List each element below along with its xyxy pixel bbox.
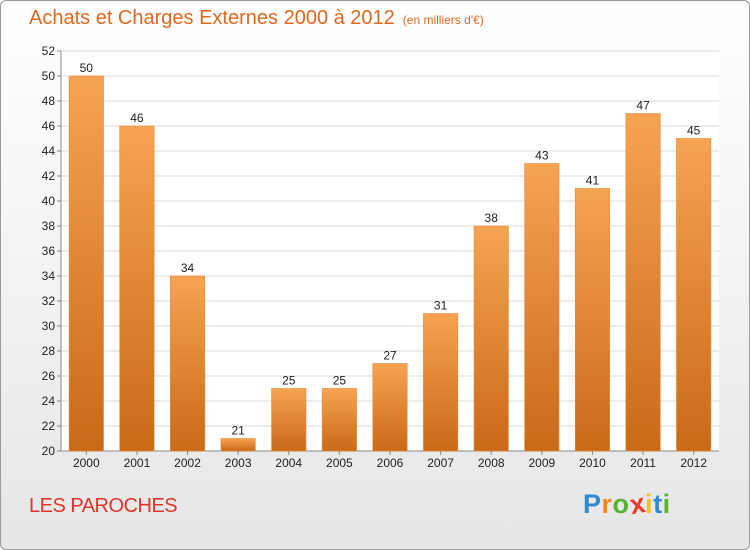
y-tick-label: 38 — [42, 219, 56, 233]
y-tick-label: 42 — [42, 169, 56, 183]
data-label: 25 — [333, 374, 347, 388]
data-label: 41 — [586, 174, 600, 188]
bar — [625, 113, 661, 452]
x-tick-label: 2004 — [275, 456, 302, 470]
y-tick-label: 48 — [42, 94, 56, 108]
data-label: 43 — [535, 149, 549, 163]
x-tick-label: 2012 — [680, 456, 707, 470]
data-label: 38 — [485, 211, 499, 225]
data-label: 50 — [80, 61, 94, 75]
data-label: 45 — [687, 124, 701, 138]
data-label: 25 — [282, 374, 296, 388]
x-tick-label: 2001 — [124, 456, 151, 470]
proxiti-logo: Proxiti — [583, 488, 671, 520]
y-tick-label: 26 — [42, 369, 56, 383]
x-tick-label: 2005 — [326, 456, 353, 470]
y-tick-label: 30 — [42, 319, 56, 333]
bar — [574, 188, 610, 452]
data-label: 21 — [231, 424, 245, 438]
bar — [423, 313, 459, 452]
logo-letter: t — [653, 489, 663, 519]
y-tick-label: 44 — [42, 144, 56, 158]
x-tick-label: 2011 — [630, 456, 656, 470]
data-label: 46 — [130, 111, 144, 125]
x-tick-label: 2008 — [478, 456, 505, 470]
bar — [170, 275, 206, 452]
x-tick-label: 2003 — [225, 456, 252, 470]
bar — [119, 125, 155, 452]
y-tick-label: 40 — [42, 194, 56, 208]
y-tick-label: 50 — [42, 69, 56, 83]
bar — [372, 363, 408, 452]
y-tick-label: 46 — [42, 119, 56, 133]
data-label: 27 — [383, 349, 397, 363]
y-tick-label: 32 — [42, 294, 56, 308]
bar — [524, 163, 560, 452]
logo-letter: i — [662, 489, 671, 519]
y-tick-label: 24 — [42, 394, 56, 408]
bar — [68, 75, 104, 452]
y-tick-label: 22 — [42, 419, 56, 433]
y-tick-label: 52 — [42, 44, 56, 58]
bar — [271, 388, 307, 452]
logo-letter: P — [583, 489, 602, 519]
place-name: LES PAROCHES — [29, 495, 178, 517]
y-tick-label: 36 — [42, 244, 56, 258]
data-label: 34 — [181, 261, 195, 275]
data-label: 47 — [636, 99, 650, 113]
logo-letter: o — [612, 489, 630, 519]
x-tick-label: 2000 — [73, 456, 100, 470]
x-tick-label: 2002 — [174, 456, 201, 470]
bar — [676, 138, 712, 452]
y-tick-label: 28 — [42, 344, 56, 358]
chart-subtitle: (en milliers d'€) — [402, 13, 484, 27]
x-tick-label: 2006 — [377, 456, 404, 470]
chart-title: Achats et Charges Externes 2000 à 2012 (e… — [29, 7, 484, 30]
logo-letter: i — [645, 489, 654, 519]
title-text: Achats et Charges Externes 2000 à 2012 — [29, 7, 395, 29]
y-tick-label: 34 — [42, 269, 56, 283]
bar — [473, 225, 509, 452]
y-tick-label: 20 — [42, 444, 56, 458]
logo-letter: r — [601, 489, 613, 519]
x-tick-label: 2010 — [579, 456, 606, 470]
x-tick-label: 2009 — [528, 456, 555, 470]
bar — [321, 388, 357, 452]
x-tick-label: 2007 — [427, 456, 454, 470]
data-label: 31 — [434, 299, 448, 313]
bar — [220, 438, 256, 452]
